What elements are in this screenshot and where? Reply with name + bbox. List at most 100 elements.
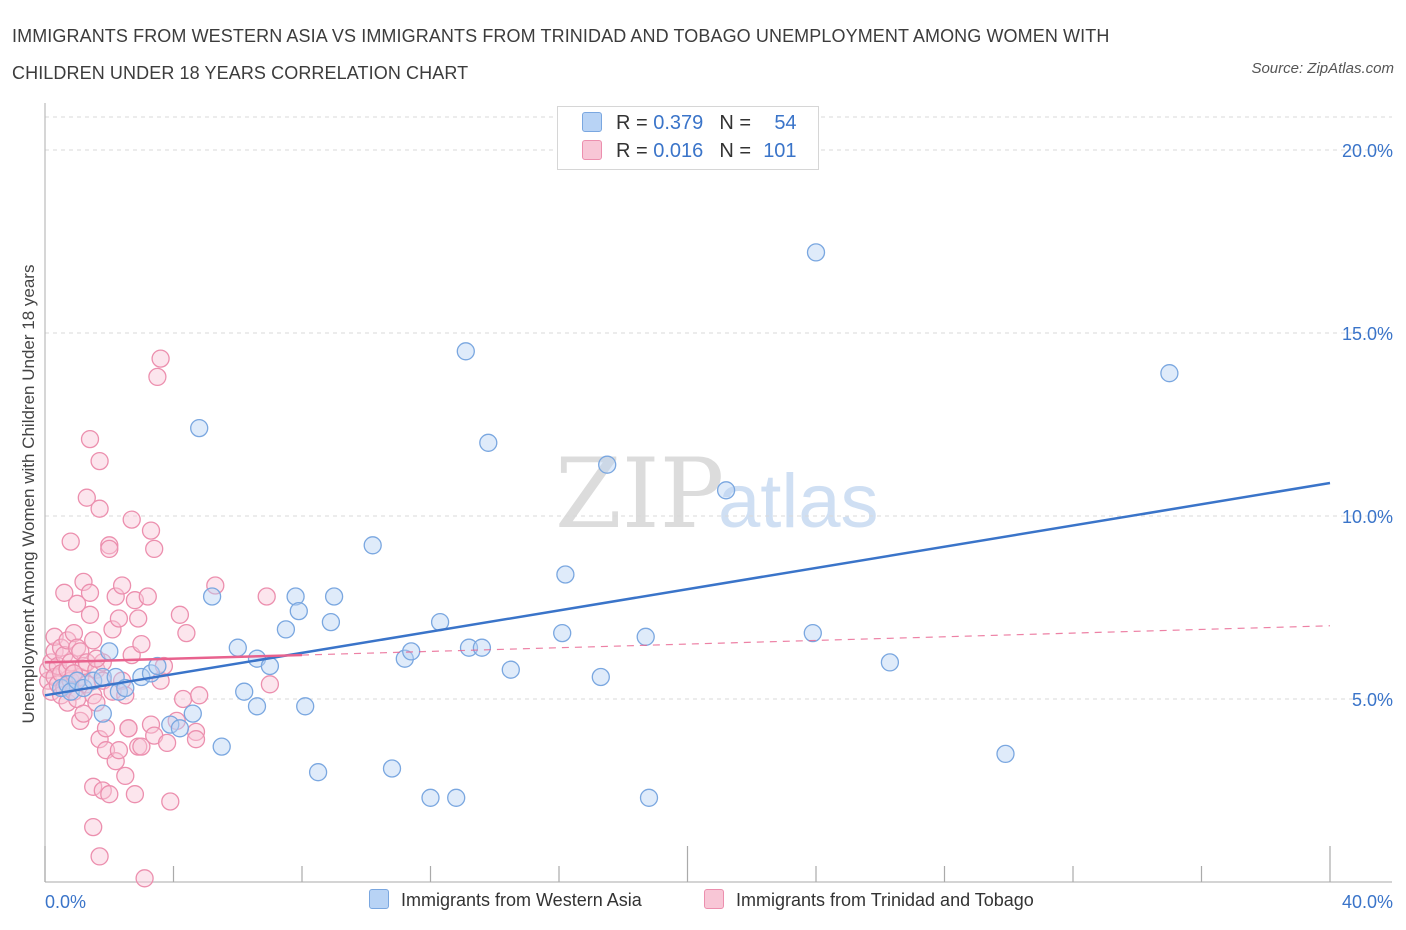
point-western-asia (93, 704, 112, 723)
point-trinidad (74, 704, 93, 723)
legend-r-trinidad: 0.016 (653, 140, 704, 162)
point-trinidad (77, 488, 96, 507)
legend-n-western-asia: 54 (774, 112, 797, 134)
point-western-asia (456, 342, 475, 361)
point-western-asia (84, 671, 103, 690)
stats-legend: R = 0.379 N = 54 R = 0.016 N = 101 (557, 106, 819, 170)
y-tick-label: 10.0% (1342, 507, 1393, 527)
point-trinidad (173, 689, 193, 709)
point-trinidad (157, 733, 177, 753)
point-western-asia (247, 697, 267, 716)
point-western-asia (472, 638, 492, 657)
point-western-asia (100, 642, 119, 661)
point-trinidad (106, 587, 125, 606)
watermark-zip: ZIP (555, 438, 724, 550)
bottom-legend-western-asia: Immigrants from Western Asia (369, 889, 642, 911)
point-trinidad (84, 631, 103, 650)
point-western-asia (553, 623, 572, 643)
point-western-asia (880, 653, 900, 672)
point-trinidad (90, 451, 109, 471)
point-western-asia (639, 788, 659, 807)
point-western-asia (296, 697, 315, 716)
point-trinidad (125, 785, 145, 804)
point-trinidad (260, 675, 280, 694)
point-western-asia (321, 612, 341, 632)
point-trinidad (177, 623, 196, 643)
trend-line-western-asia (44, 481, 1331, 697)
point-trinidad (148, 367, 167, 387)
point-trinidad (135, 869, 154, 888)
point-trinidad (90, 847, 109, 866)
y-tick-label: 20.0% (1342, 141, 1393, 161)
point-western-asia (1160, 364, 1179, 383)
point-western-asia (636, 627, 655, 646)
point-trinidad (170, 605, 190, 624)
point-western-asia (148, 656, 167, 676)
point-trinidad (100, 785, 119, 804)
legend-row-trinidad: R = 0.016 N = 101 (582, 140, 797, 166)
point-western-asia (183, 704, 202, 723)
point-western-asia (479, 433, 498, 452)
y-tick-label: 15.0% (1342, 324, 1393, 344)
point-western-asia (308, 763, 328, 782)
point-trinidad (190, 686, 209, 705)
grid-lines (45, 116, 1392, 700)
point-trinidad (116, 766, 135, 786)
point-trinidad (141, 521, 161, 540)
point-trinidad (74, 572, 93, 592)
point-trinidad (87, 693, 106, 712)
point-trinidad (112, 576, 132, 595)
point-trinidad (96, 719, 116, 738)
point-western-asia (170, 719, 190, 738)
point-trinidad (138, 587, 157, 606)
point-trinidad (122, 510, 141, 529)
source-label: Source: ZipAtlas.com (1251, 60, 1394, 77)
point-western-asia (286, 587, 305, 606)
point-trinidad (119, 719, 138, 738)
point-trinidad (80, 429, 100, 449)
point-trinidad (145, 539, 164, 559)
point-western-asia (382, 759, 402, 778)
point-trinidad (55, 583, 74, 602)
point-western-asia (202, 587, 222, 606)
point-trinidad (90, 730, 109, 749)
point-trinidad (141, 715, 161, 734)
point-western-asia (447, 788, 466, 807)
point-trinidad (80, 583, 100, 602)
point-trinidad (67, 594, 87, 613)
point-trinidad (103, 620, 122, 639)
point-western-asia (421, 788, 440, 807)
legend-row-western-asia: R = 0.379 N = 54 (582, 112, 797, 138)
point-trinidad (151, 349, 170, 368)
y-tick-labels: 5.0% 10.0% 15.0% 20.0% (1342, 141, 1393, 710)
bottom-legend-swatch-western-asia (369, 889, 389, 909)
point-trinidad (84, 817, 103, 837)
point-trinidad (186, 730, 206, 749)
point-western-asia (212, 737, 231, 756)
legend-r-western-asia: 0.379 (653, 112, 704, 134)
point-trinidad (58, 631, 77, 650)
point-western-asia (190, 418, 209, 438)
point-western-asia (806, 243, 826, 262)
bottom-legend-trinidad: Immigrants from Trinidad and Tobago (704, 889, 1034, 911)
point-western-asia (363, 536, 382, 555)
point-trinidad (84, 777, 103, 796)
trend-lines (44, 481, 1331, 697)
point-western-asia (161, 715, 180, 734)
point-trinidad (100, 539, 119, 559)
y-axis-label: Unemployment Among Women with Children U… (19, 265, 38, 724)
point-western-asia (459, 638, 479, 657)
point-trinidad (109, 741, 129, 760)
legend-swatch-western-asia (582, 112, 602, 132)
y-tick-label: 5.0% (1352, 690, 1393, 710)
point-western-asia (395, 649, 414, 668)
point-trinidad (129, 609, 148, 628)
point-trinidad (64, 623, 84, 643)
point-trinidad (90, 499, 109, 518)
point-trinidad (257, 587, 276, 606)
x-tick-label-max: 40.0% (1342, 892, 1393, 912)
point-western-asia (289, 601, 308, 621)
legend-n-trinidad: 101 (763, 140, 797, 162)
point-trinidad (109, 609, 129, 628)
